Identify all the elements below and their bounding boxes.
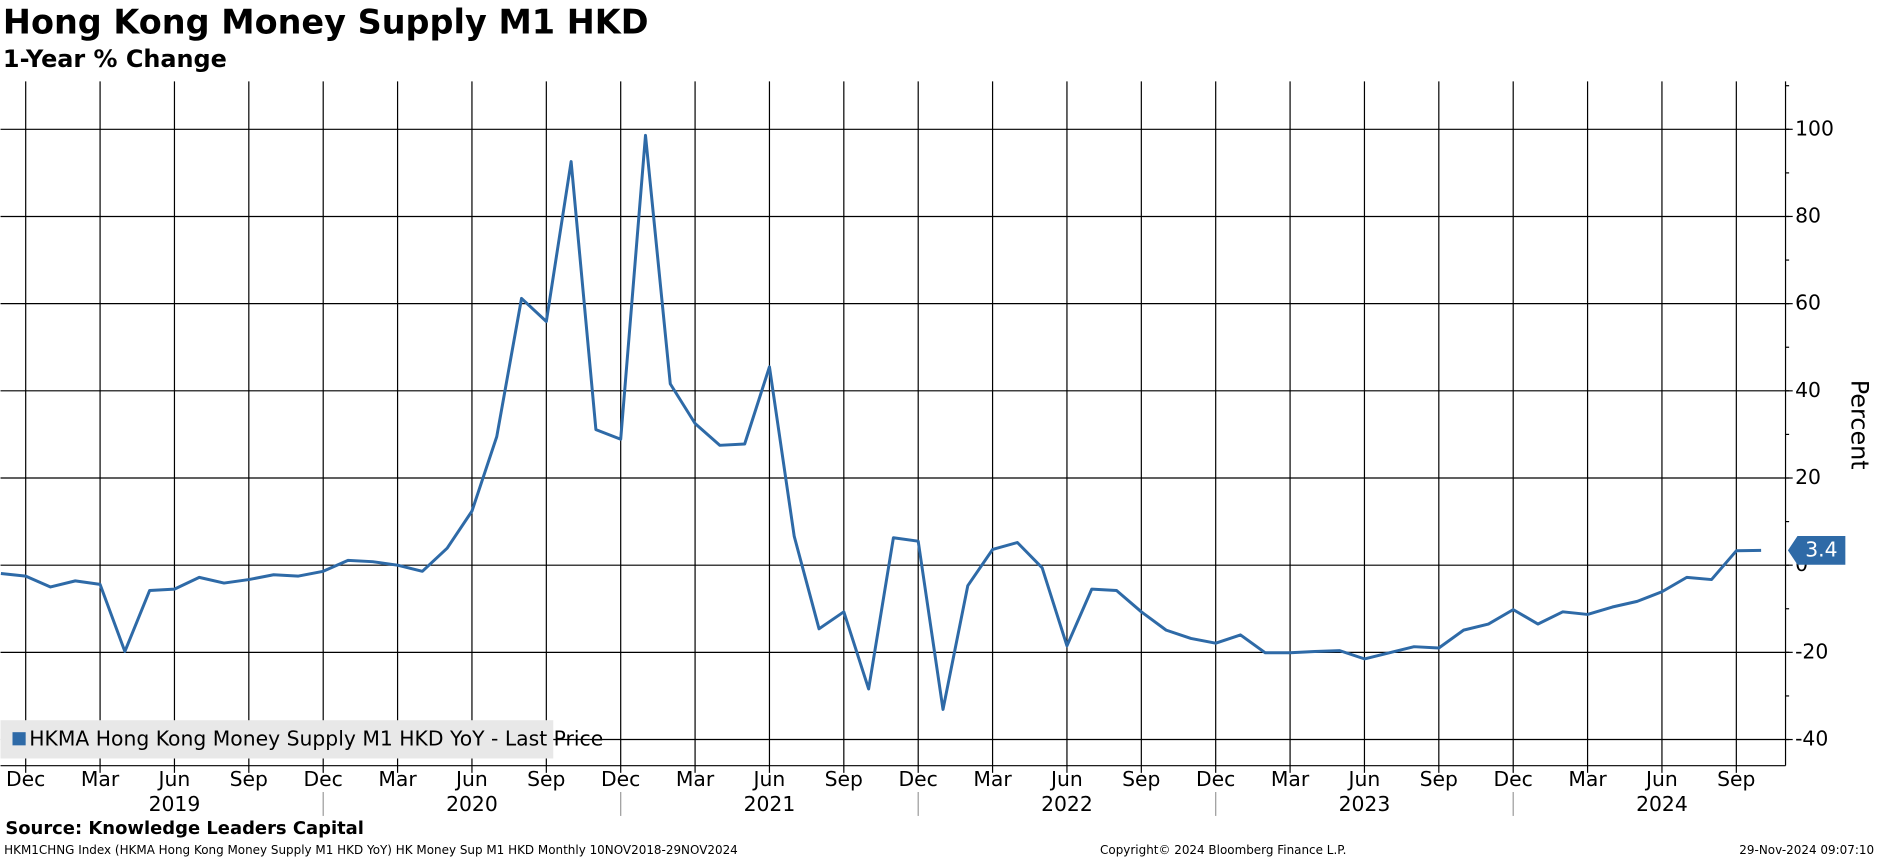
y-tick-label: 20 [1795,465,1821,489]
legend-box [0,720,554,759]
y-tick-label: 60 [1795,291,1821,315]
x-tick-label: Dec [304,767,343,791]
x-tick-label: Mar [1271,767,1310,791]
x-tick-label: Mar [1568,767,1607,791]
chart-title: Hong Kong Money Supply M1 HKD [3,2,649,41]
x-tick-label: Dec [899,767,938,791]
x-tick-label: Sep [527,767,565,791]
x-tick-label: Mar [378,767,417,791]
copyright: Copyright© 2024 Bloomberg Finance L.P. [1100,843,1346,857]
x-tick-label: Sep [1122,767,1160,791]
x-tick-label: Mar [81,767,120,791]
x-year-label: 2022 [1041,792,1093,816]
x-tick-label: Jun [752,767,786,791]
x-year-label: 2024 [1636,792,1688,816]
x-tick-label: Sep [825,767,863,791]
x-tick-label: Sep [1420,767,1458,791]
legend-swatch [12,732,26,746]
x-tick-label: Mar [676,767,715,791]
x-tick-label: Jun [1049,767,1083,791]
source: Source: Knowledge Leaders Capital [5,818,364,839]
y-axis-label: Percent [1846,380,1874,470]
x-tick-label: Dec [1494,767,1533,791]
x-year-label: 2023 [1339,792,1391,816]
last-value-label: 3.4 [1805,537,1837,561]
x-tick-label: Dec [6,767,45,791]
x-tick-label: Jun [454,767,488,791]
timestamp: 29-Nov-2024 09:07:10 [1739,843,1874,857]
y-tick-label: -20 [1795,639,1828,663]
y-tick-label: 100 [1795,116,1834,140]
x-tick-label: Jun [1644,767,1678,791]
chart-subtitle: 1-Year % Change [3,45,227,73]
x-tick-label: Dec [601,767,640,791]
x-tick-label: Mar [973,767,1012,791]
y-tick-label: -40 [1795,727,1828,751]
y-tick-label: 40 [1795,378,1821,402]
x-tick-label: Jun [1347,767,1381,791]
x-tick-label: Dec [1196,767,1235,791]
y-tick-label: 80 [1795,203,1821,227]
x-tick-label: Sep [230,767,268,791]
x-year-label: 2020 [446,792,498,816]
legend-label: HKMA Hong Kong Money Supply M1 HKD YoY -… [29,726,603,750]
last-value-box [1787,536,1846,565]
x-year-label: 2019 [149,792,201,816]
footer-info: HKM1CHNG Index (HKMA Hong Kong Money Sup… [4,843,738,857]
x-year-label: 2021 [744,792,796,816]
series-line [0,133,1762,711]
x-tick-label: Jun [157,767,191,791]
x-tick-label: Sep [1717,767,1755,791]
